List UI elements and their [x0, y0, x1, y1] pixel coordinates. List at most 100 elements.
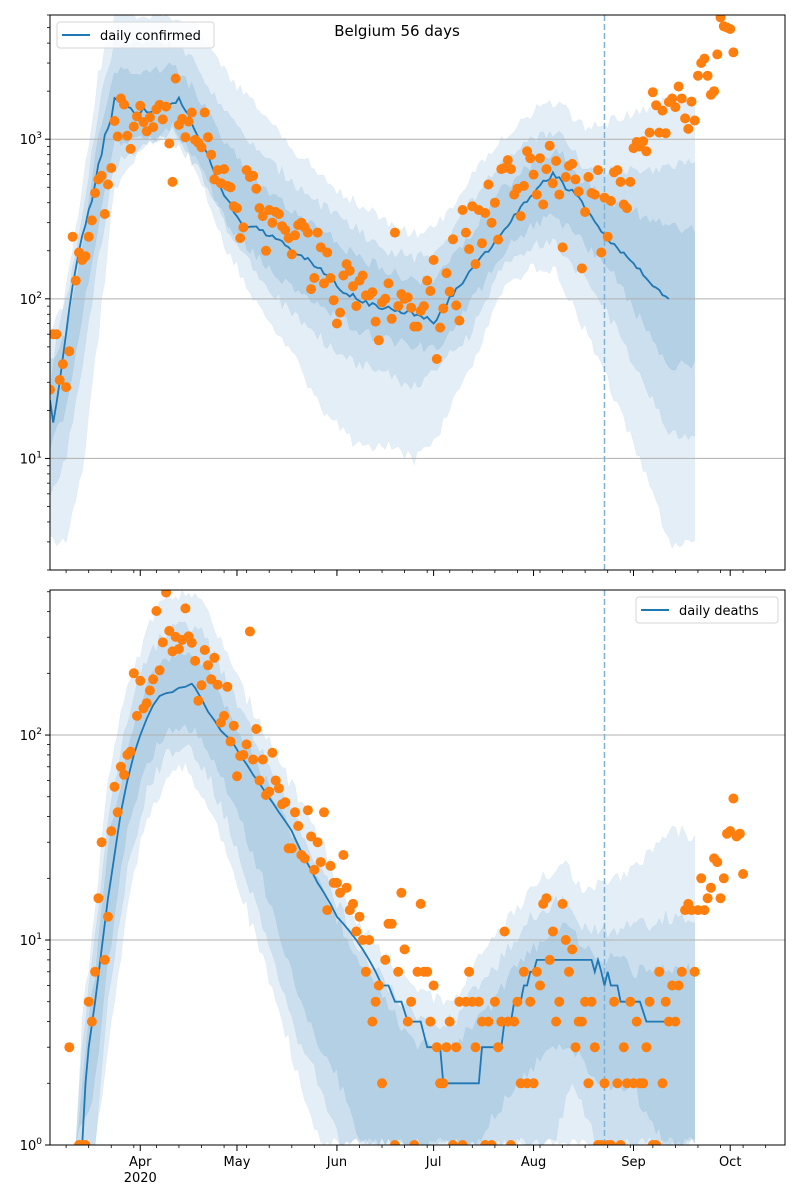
data-point — [428, 255, 439, 265]
data-point — [354, 911, 365, 922]
data-point — [567, 944, 578, 955]
x-tick-label: Aug — [521, 1155, 546, 1170]
data-point — [370, 996, 381, 1007]
data-point — [438, 1078, 449, 1089]
data-point — [135, 675, 146, 686]
data-point — [199, 107, 210, 118]
data-point — [186, 637, 197, 648]
data-point — [389, 227, 400, 238]
data-point — [670, 1016, 681, 1027]
data-point — [399, 944, 410, 955]
legend-box — [635, 596, 779, 624]
data-point — [267, 217, 278, 228]
data-point — [425, 1016, 436, 1027]
data-point — [164, 138, 175, 149]
data-point — [225, 736, 236, 747]
data-point — [554, 996, 565, 1007]
data-point — [589, 189, 600, 200]
data-point — [248, 170, 259, 181]
data-point — [525, 996, 536, 1007]
data-point — [261, 245, 271, 256]
data-point — [125, 143, 136, 154]
data-point — [457, 1140, 468, 1145]
data-point — [103, 179, 113, 190]
data-point — [344, 265, 355, 276]
data-point — [319, 807, 329, 818]
data-point — [128, 121, 139, 132]
data-point — [573, 186, 584, 197]
data-point — [676, 93, 687, 104]
data-point — [80, 1140, 91, 1145]
data-point — [725, 24, 736, 34]
deaths-uncertainty-bands — [75, 590, 695, 1145]
data-point — [583, 1078, 594, 1089]
data-point — [428, 980, 439, 991]
data-point — [583, 172, 594, 182]
data-point — [647, 87, 658, 98]
data-point — [264, 786, 275, 797]
data-point — [186, 107, 197, 118]
data-point — [80, 251, 91, 262]
data-point — [576, 1016, 587, 1027]
data-point — [406, 302, 417, 313]
data-point — [638, 1078, 649, 1089]
data-point — [528, 1078, 539, 1089]
data-point — [535, 153, 545, 164]
x-tick-label: Oct — [719, 1155, 741, 1170]
data-point — [328, 295, 339, 306]
data-point — [206, 149, 217, 160]
data-point — [499, 926, 510, 937]
data-point — [157, 114, 168, 125]
confirmed-axes: 101 102 103 Belgium 56 days daily confirme… — [20, 14, 786, 576]
data-point — [518, 966, 529, 977]
data-point — [554, 189, 565, 200]
data-point — [309, 864, 320, 875]
data-point — [483, 1016, 494, 1027]
data-point — [651, 1140, 662, 1145]
data-point — [728, 47, 739, 58]
data-point — [622, 203, 632, 214]
data-point — [615, 1140, 626, 1145]
legend-label: daily confirmed — [100, 29, 201, 44]
data-point — [293, 821, 304, 831]
data-point — [441, 268, 452, 279]
data-point — [596, 247, 607, 258]
data-point — [512, 996, 523, 1007]
data-point — [173, 644, 184, 654]
data-point — [570, 1042, 581, 1053]
x-tick-sublabel: 2020 — [124, 1171, 157, 1186]
data-point — [225, 182, 236, 193]
data-point — [299, 853, 310, 864]
data-point — [290, 230, 300, 241]
data-point — [193, 695, 204, 706]
data-point — [386, 918, 397, 929]
data-point — [699, 905, 710, 916]
data-point — [351, 926, 362, 937]
data-point — [196, 680, 207, 691]
data-point — [280, 225, 291, 235]
data-point — [718, 873, 729, 884]
data-point — [367, 287, 378, 298]
data-point — [431, 354, 442, 364]
y-tick-label: 100 — [20, 1137, 43, 1154]
data-point — [132, 710, 142, 721]
data-point — [544, 140, 555, 151]
data-point — [64, 1042, 75, 1053]
data-point — [306, 284, 317, 295]
data-point — [370, 316, 381, 327]
data-point — [348, 281, 358, 292]
data-point — [705, 882, 716, 893]
data-point — [315, 857, 326, 868]
data-point — [412, 321, 423, 332]
data-point — [402, 1016, 413, 1027]
data-point — [251, 724, 262, 734]
data-point — [70, 275, 81, 286]
data-point — [83, 996, 94, 1007]
data-point — [625, 176, 636, 187]
data-point — [386, 313, 397, 324]
data-point — [538, 199, 549, 210]
data-point — [64, 346, 75, 357]
data-point — [509, 1016, 520, 1027]
